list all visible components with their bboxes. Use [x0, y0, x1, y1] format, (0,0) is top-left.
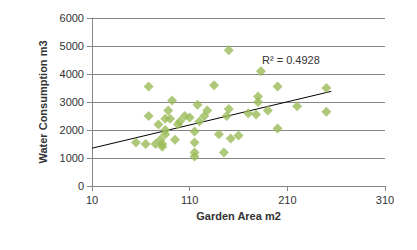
svg-text:3000: 3000	[60, 96, 84, 108]
svg-text:5000: 5000	[60, 40, 84, 52]
svg-text:0: 0	[78, 180, 84, 192]
svg-text:2000: 2000	[60, 124, 84, 136]
svg-text:310: 310	[376, 194, 394, 206]
svg-text:210: 210	[278, 194, 296, 206]
svg-text:Garden Area m2: Garden Area m2	[196, 210, 281, 222]
svg-text:4000: 4000	[60, 68, 84, 80]
svg-text:R² = 0.4928: R² = 0.4928	[262, 54, 320, 66]
svg-text:10: 10	[86, 194, 98, 206]
svg-text:1000: 1000	[60, 152, 84, 164]
svg-text:Water Consumption m3: Water Consumption m3	[37, 40, 49, 163]
svg-text:110: 110	[181, 194, 199, 206]
svg-text:6000: 6000	[60, 12, 84, 24]
